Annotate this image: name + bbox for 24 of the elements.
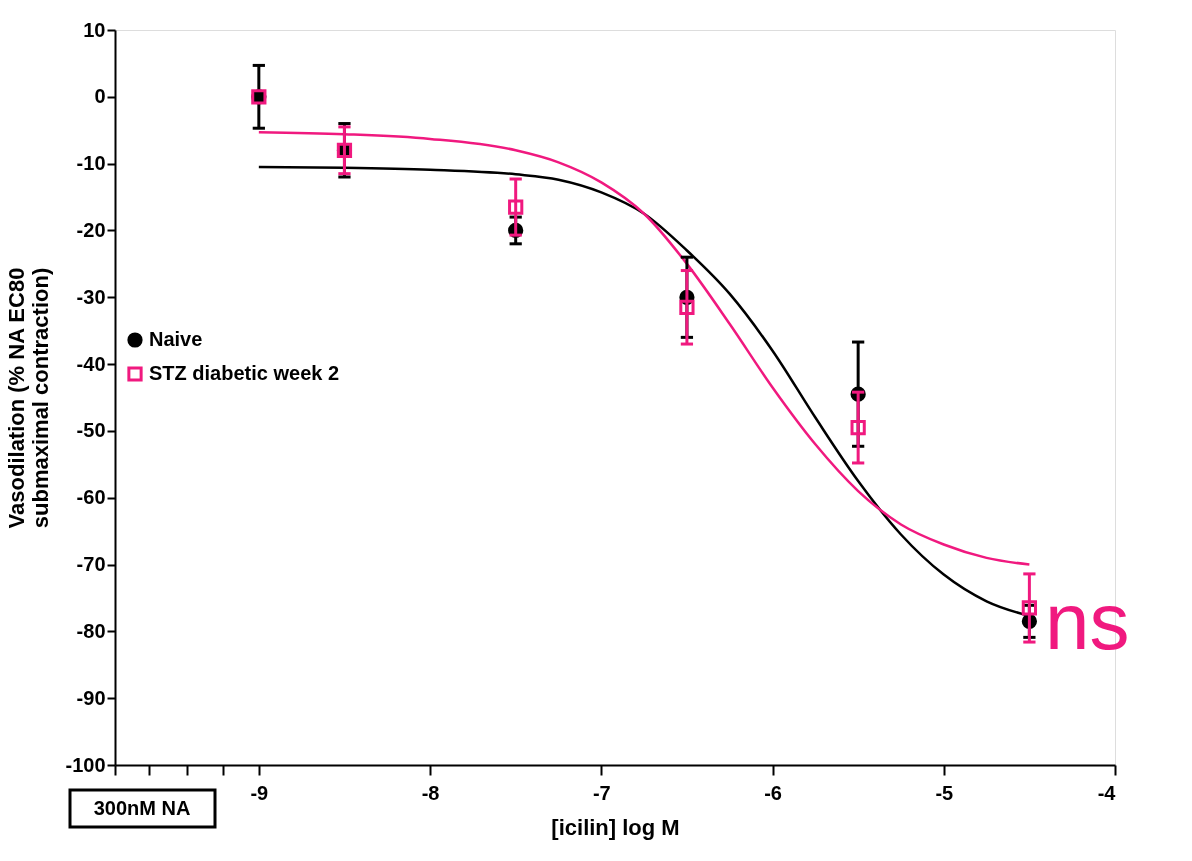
y-tick-label: -50 — [76, 419, 106, 442]
y-tick-label: -90 — [76, 686, 106, 709]
y-tick-label: -70 — [76, 553, 106, 576]
x-axis-title: [icilin] log M — [551, 814, 680, 840]
annotation: ns — [1045, 577, 1130, 667]
text: 300nM NA — [93, 797, 191, 819]
x-tick-label: -5 — [935, 781, 954, 804]
y-tick-label: 10 — [83, 18, 106, 41]
y-tick-label: 0 — [94, 85, 106, 108]
y-tick-label: -60 — [76, 486, 106, 509]
x-tick-label: -7 — [592, 781, 611, 804]
x-tick-label: -8 — [421, 781, 440, 804]
legend-label: STZ diabetic week 2 — [149, 362, 340, 384]
y-tick-label: -30 — [76, 285, 106, 308]
y-tick-label: -40 — [76, 352, 106, 375]
y-tick-label: -80 — [76, 619, 106, 642]
y-axis-title: Vasodilation (% NA EC80 submaximal contraction) — [4, 267, 54, 529]
legend-label: Naive — [149, 328, 203, 350]
x-tick-label: -4 — [1097, 781, 1117, 804]
y-tick-label: -10 — [76, 152, 106, 175]
y-tick-label: -20 — [76, 218, 106, 241]
x-tick-label: -6 — [764, 781, 782, 804]
x-tick-label: -9 — [250, 781, 269, 804]
y-tick-label: -100 — [65, 753, 106, 776]
